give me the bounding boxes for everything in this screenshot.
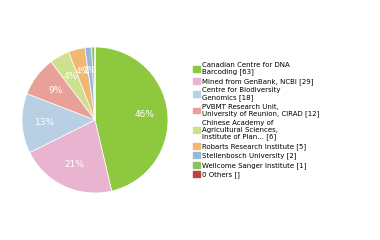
Wedge shape <box>27 62 95 120</box>
Text: 21%: 21% <box>64 160 84 169</box>
Text: 9%: 9% <box>48 86 63 95</box>
Wedge shape <box>69 48 95 120</box>
Text: 1%: 1% <box>83 66 98 75</box>
Wedge shape <box>51 52 95 120</box>
Wedge shape <box>92 47 95 120</box>
Text: 13%: 13% <box>35 118 55 127</box>
Text: 46%: 46% <box>134 110 154 119</box>
Wedge shape <box>85 47 95 120</box>
Wedge shape <box>22 94 95 153</box>
Wedge shape <box>95 47 168 191</box>
Wedge shape <box>30 120 112 193</box>
Text: 4%: 4% <box>64 72 78 81</box>
Legend: Canadian Centre for DNA
Barcoding [63], Mined from GenBank, NCBI [29], Centre fo: Canadian Centre for DNA Barcoding [63], … <box>193 62 320 178</box>
Text: 4%: 4% <box>75 67 90 77</box>
